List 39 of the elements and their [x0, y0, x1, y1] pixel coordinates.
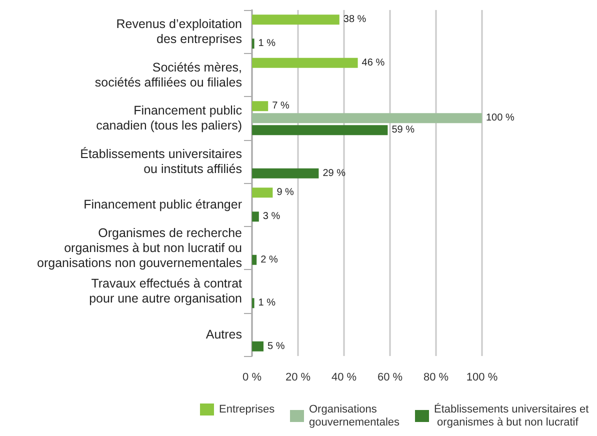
data-label: 100 %	[486, 112, 514, 124]
data-label: 1 %	[258, 38, 276, 50]
bar	[252, 125, 388, 136]
data-label: 1 %	[258, 298, 276, 309]
y-tick-label: Établissements universitaires ou instituts affiliés	[80, 146, 242, 176]
x-tick-label: 80 %	[423, 372, 449, 384]
data-label: 2 %	[260, 254, 278, 266]
bar	[252, 58, 358, 68]
y-tick-label: Revenus d’exploitation des entreprises	[116, 17, 242, 46]
y-tick-label: Sociétés mères, sociétés affiliées ou filiales	[94, 60, 242, 90]
data-label: 9 %	[276, 187, 294, 198]
data-label: 29 %	[322, 168, 346, 179]
data-label: 7 %	[272, 100, 290, 112]
bar	[252, 113, 482, 124]
y-tick-label: Organismes de recherche organismes à but non lucratif ou organisations non gouvernementales	[37, 226, 242, 270]
y-tick-label: Autres	[206, 327, 242, 342]
x-tick-label: 100 %	[466, 372, 498, 384]
bar	[252, 188, 273, 198]
bar	[252, 254, 257, 265]
y-tick-label: Travaux effectués à contrat pour une autre organisation	[89, 276, 243, 306]
data-label: 59 %	[392, 124, 415, 136]
legend-label: Établissements universitaires et organismes à but non lucratif	[434, 402, 589, 428]
x-tick-label: 60 %	[377, 372, 403, 384]
legend-label: Organisations gouvernementales	[309, 404, 400, 428]
bar	[252, 101, 268, 112]
y-tick-label: Financement public étranger	[84, 198, 242, 212]
x-tick-label: 0 %	[242, 372, 262, 384]
bar	[252, 168, 319, 178]
bar	[252, 14, 340, 25]
data-label: 46 %	[362, 57, 385, 68]
bar	[252, 212, 259, 222]
data-label: 5 %	[268, 340, 285, 352]
bar	[252, 341, 264, 352]
legend-label: Entreprises	[219, 404, 276, 416]
data-label: 38 %	[343, 14, 366, 26]
x-tick-label: 20 %	[285, 372, 311, 384]
data-label: 3 %	[262, 211, 280, 222]
x-tick-label: 40 %	[331, 372, 357, 384]
y-tick-label: Financement public canadien (tous les paliers)	[96, 104, 242, 133]
